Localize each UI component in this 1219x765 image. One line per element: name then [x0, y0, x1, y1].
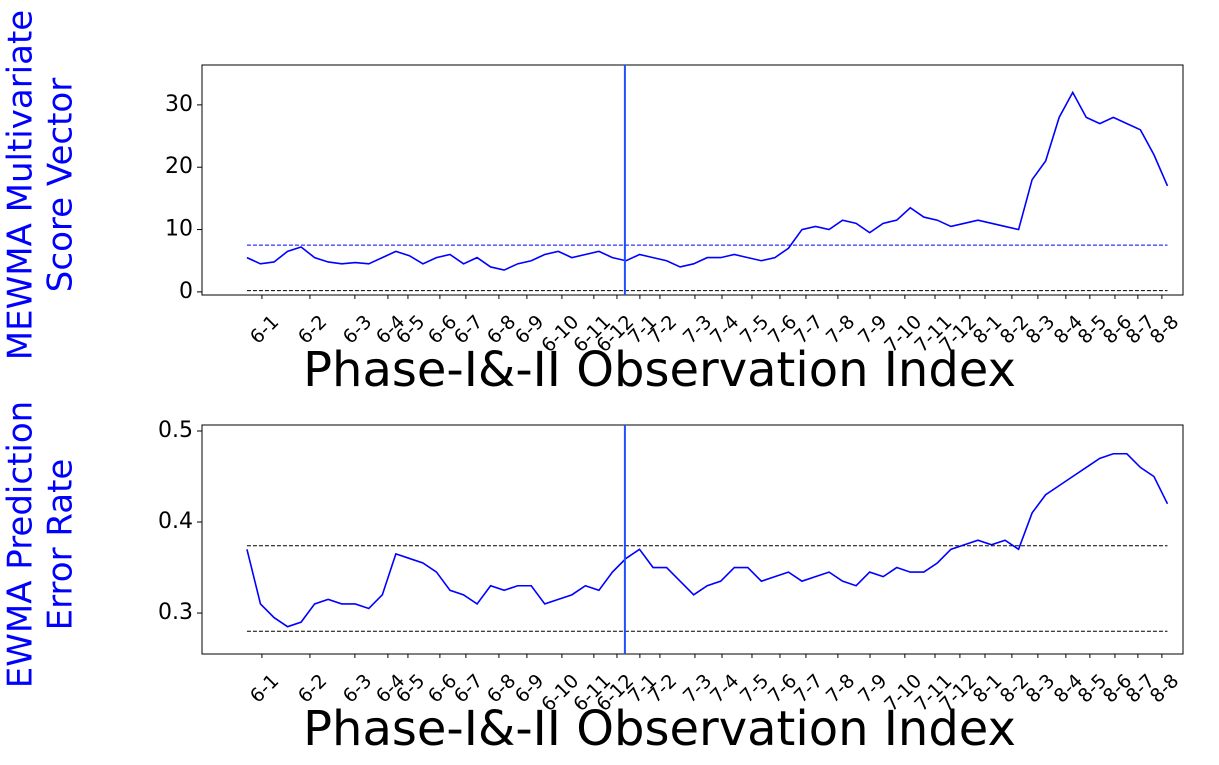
y-tick-label: 10	[165, 217, 193, 242]
x-axis-label: Phase-I&-II Observation Index	[303, 342, 1016, 398]
y-axis-label: EWMA Prediction	[1, 401, 41, 688]
data-line	[246, 90, 1169, 271]
y-tick-label: 0	[179, 279, 193, 304]
y-tick-label: 0.3	[158, 600, 193, 625]
y-tick-label: 30	[165, 92, 193, 117]
plot-frame	[201, 64, 1184, 296]
x-tick-label: 6-1	[246, 311, 284, 349]
y-tick-label: 0.4	[158, 509, 193, 534]
data-line	[246, 452, 1169, 628]
x-tick-label: 8-8	[1146, 311, 1184, 349]
x-axis-label: Phase-I&-II Observation Index	[303, 701, 1016, 757]
x-tick-label: 8-8	[1146, 670, 1184, 708]
y-axis-label: Score Vector	[41, 78, 81, 292]
y-tick-label: 0.5	[158, 418, 193, 443]
plot-frame	[201, 424, 1184, 655]
y-tick-label: 20	[165, 154, 193, 179]
y-axis-label: Error Rate	[41, 459, 81, 631]
x-tick-label: 6-1	[246, 670, 284, 708]
y-axis-label: MEWMA Multivariate	[1, 10, 41, 360]
